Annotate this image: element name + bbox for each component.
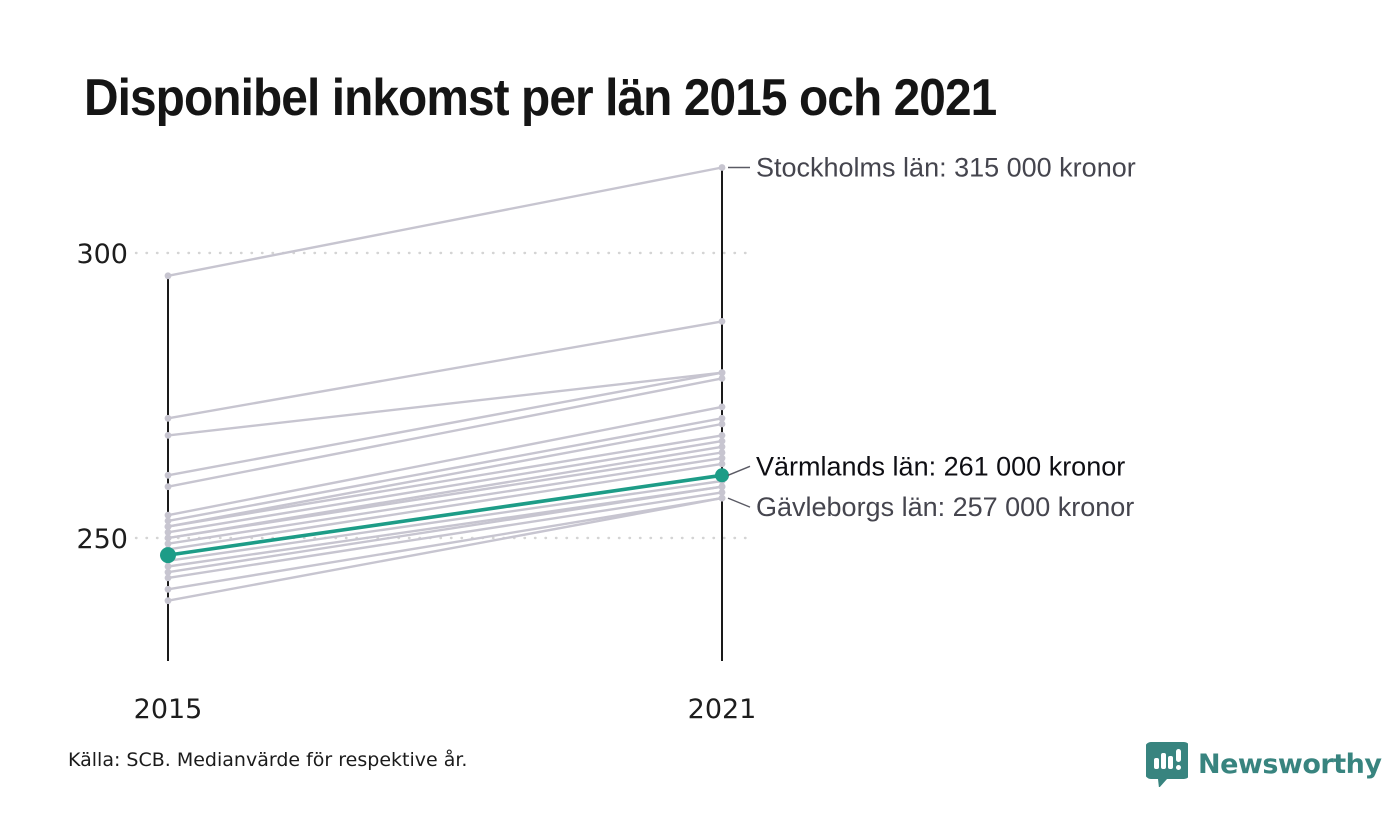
county-line xyxy=(167,496,723,591)
county-point-2015 xyxy=(164,471,172,479)
county-line xyxy=(167,457,723,545)
county-point-2015 xyxy=(164,432,172,439)
highlight-line xyxy=(167,473,723,557)
county-point-2021 xyxy=(718,164,726,171)
annotation-label: Gävleborgs län: 257 000 kronor xyxy=(756,492,1134,522)
county-point-2015 xyxy=(164,540,172,548)
county-point-2015 xyxy=(164,597,172,605)
county-point-2015 xyxy=(164,414,172,422)
county-point-2021 xyxy=(718,489,726,496)
year-label-2015: 2015 xyxy=(134,694,203,725)
county-point-2021 xyxy=(718,454,726,462)
county-line xyxy=(167,479,723,562)
county-line xyxy=(167,496,723,602)
county-point-2015 xyxy=(164,523,172,530)
county-point-2021 xyxy=(718,318,726,325)
county-point-2021 xyxy=(718,460,726,468)
source-note: Källa: SCB. Medianvärde för respektive å… xyxy=(68,749,468,771)
x-axis-year-labels: 2015 2021 xyxy=(134,694,757,725)
annotation-label: Värmlands län: 261 000 kronor xyxy=(756,451,1125,481)
county-line xyxy=(167,166,723,277)
county-point-2021 xyxy=(718,443,726,451)
county-line xyxy=(167,491,723,580)
county-point-2015 xyxy=(164,272,172,280)
county-point-2015 xyxy=(164,563,172,570)
county-point-2021 xyxy=(718,437,726,445)
annotation-connector xyxy=(727,465,751,476)
annotations: Stockholms län: 315 000 kronor Värmlands … xyxy=(727,153,1136,522)
annotation-label: Stockholms län: 315 000 kronor xyxy=(756,153,1136,183)
newsworthy-icon xyxy=(1146,742,1188,787)
county-point-2021 xyxy=(718,483,726,491)
county-line xyxy=(167,439,723,534)
county-point-2021 xyxy=(718,403,726,411)
county-line xyxy=(167,405,723,517)
county-line xyxy=(167,371,723,437)
county-point-2015 xyxy=(164,534,172,542)
brand-name: Newsworthy xyxy=(1198,748,1382,780)
county-point-2015 xyxy=(164,517,172,525)
county-point-2021 xyxy=(718,449,726,456)
highlight-point-2015 xyxy=(160,547,176,564)
axis-spines xyxy=(167,167,723,661)
county-point-2015 xyxy=(164,568,172,576)
county-point-2021 xyxy=(718,414,726,422)
brand-logo: Newsworthy xyxy=(1146,741,1382,787)
county-line xyxy=(167,422,723,528)
county-line xyxy=(167,451,723,540)
highlight-point-2021 xyxy=(715,468,729,483)
county-point-2015 xyxy=(164,574,172,582)
county-line xyxy=(167,371,723,477)
county-line xyxy=(167,434,723,528)
y-tick-label-300: 300 xyxy=(76,239,128,270)
county-lines xyxy=(164,164,726,605)
county-point-2015 xyxy=(164,585,172,593)
county-point-2021 xyxy=(718,420,726,428)
county-line xyxy=(167,377,723,488)
county-point-2021 xyxy=(718,432,726,439)
y-tick-labels: 300 250 xyxy=(76,239,128,555)
highlight-line-varmland xyxy=(160,468,729,564)
county-point-2021 xyxy=(718,375,726,382)
county-point-2021 xyxy=(718,494,726,502)
county-point-2015 xyxy=(164,528,172,536)
county-line xyxy=(167,320,723,420)
chart-title: Disponibel inkomst per län 2015 och 2021 xyxy=(84,69,997,127)
county-line xyxy=(167,462,723,551)
y-gridlines xyxy=(134,251,748,540)
annotation-connector xyxy=(727,497,751,508)
y-tick-label-250: 250 xyxy=(76,524,128,555)
county-line xyxy=(167,485,723,574)
county-point-2015 xyxy=(164,483,172,491)
county-line xyxy=(167,417,723,523)
county-point-2015 xyxy=(164,511,172,519)
year-label-2021: 2021 xyxy=(688,694,757,725)
county-point-2021 xyxy=(718,369,726,377)
